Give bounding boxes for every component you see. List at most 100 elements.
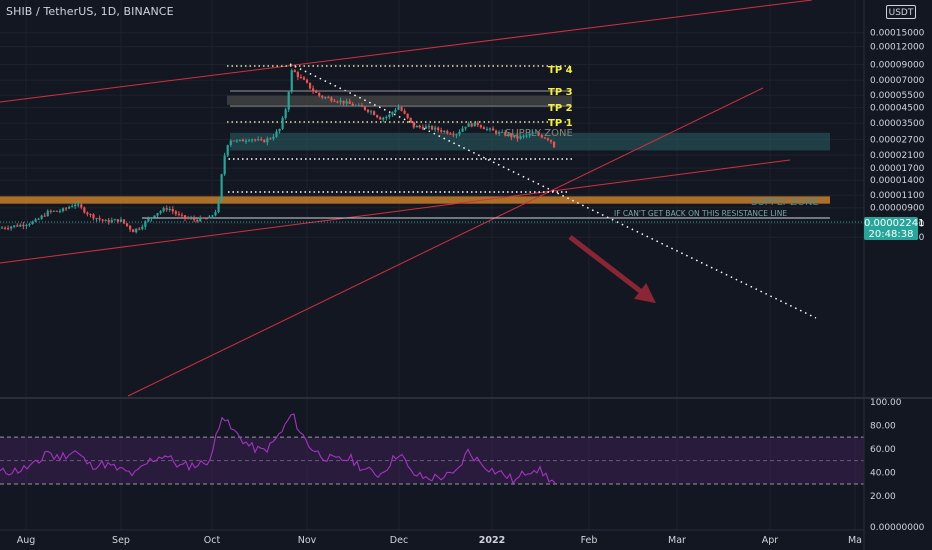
candle-body bbox=[174, 211, 177, 214]
price-tick-label: 0.00001100 bbox=[870, 191, 925, 201]
candle-body bbox=[427, 126, 431, 128]
candle-body bbox=[476, 122, 479, 126]
time-tick-label: 2022 bbox=[479, 535, 505, 546]
candle-body bbox=[49, 210, 52, 212]
time-tick-label: Apr bbox=[762, 535, 779, 546]
candle-body bbox=[257, 139, 260, 141]
candle-body bbox=[437, 127, 440, 131]
candle-body bbox=[354, 105, 357, 107]
trendline-upper-channel bbox=[0, 0, 813, 103]
candle-body bbox=[281, 117, 284, 129]
tp1-label: TP 1 bbox=[548, 118, 573, 129]
candle-body bbox=[424, 126, 428, 129]
candle-body bbox=[25, 225, 28, 227]
candle-body bbox=[202, 217, 205, 219]
candle-body bbox=[55, 210, 58, 212]
price-axis-labels[interactable]: 0.00015000 0.00012000 0.00009000 0.00007000… bbox=[870, 29, 925, 243]
candle-body bbox=[28, 224, 31, 226]
last-price-value: 0.00002241 bbox=[864, 218, 925, 229]
candle-body bbox=[284, 109, 287, 118]
candle-body bbox=[345, 101, 348, 104]
price-tick-label: 0.00000900 bbox=[870, 204, 925, 214]
candle-body bbox=[351, 103, 354, 106]
candle-body bbox=[116, 219, 119, 222]
candle-body bbox=[415, 126, 418, 128]
candle-body bbox=[507, 133, 510, 136]
candle-body bbox=[510, 133, 513, 138]
candle-body bbox=[263, 139, 266, 143]
trendline-descending-resistance bbox=[289, 63, 817, 319]
candle-body bbox=[458, 131, 461, 135]
candle-body bbox=[467, 123, 470, 127]
candle-body bbox=[485, 128, 489, 130]
candle-body bbox=[278, 128, 281, 132]
price-tick-label: 0.00001700 bbox=[870, 164, 925, 174]
candle-body bbox=[171, 209, 174, 212]
candle-body bbox=[98, 218, 101, 220]
candle-body bbox=[7, 228, 10, 230]
candle-body bbox=[336, 101, 339, 103]
candle-body bbox=[71, 206, 74, 208]
candle-body bbox=[403, 110, 406, 114]
candle-body bbox=[299, 77, 302, 79]
candle-body bbox=[92, 214, 95, 219]
candle-body bbox=[13, 225, 16, 227]
candle-body bbox=[247, 140, 251, 142]
candlestick-series bbox=[0, 68, 556, 234]
candle-body bbox=[440, 130, 443, 132]
candle-body bbox=[293, 70, 296, 73]
candle-body bbox=[357, 105, 360, 107]
time-axis-labels[interactable]: Aug Sep Oct Nov Dec 2022 Feb Mar Apr Ma bbox=[17, 535, 862, 546]
candle-body bbox=[113, 219, 116, 221]
time-tick-label: Nov bbox=[298, 535, 317, 546]
candle-body bbox=[327, 97, 330, 99]
candle-body bbox=[80, 204, 83, 208]
candle-body bbox=[110, 220, 113, 223]
supply-zone-lower bbox=[230, 132, 830, 151]
candle-body bbox=[132, 229, 135, 233]
candle-body bbox=[37, 218, 40, 220]
candle-body bbox=[501, 131, 504, 133]
candle-body bbox=[52, 210, 55, 212]
candle-body bbox=[522, 135, 525, 137]
candle-body bbox=[296, 72, 299, 78]
candle-body bbox=[406, 113, 409, 118]
candle-body bbox=[135, 228, 138, 233]
candle-body bbox=[244, 140, 248, 142]
symbol-title[interactable]: SHIB / TetherUS, 1D, BINANCE bbox=[6, 5, 174, 18]
candle-body bbox=[321, 95, 324, 98]
candle-body bbox=[153, 215, 156, 218]
candle-body bbox=[241, 139, 245, 142]
candle-body bbox=[220, 174, 223, 202]
candle-body bbox=[552, 141, 556, 148]
supply-zone-lower-label: SUPPLY ZONE bbox=[751, 197, 819, 208]
candle-body bbox=[74, 204, 77, 207]
time-tick-label: Aug bbox=[17, 535, 36, 546]
time-tick-label: Mar bbox=[668, 535, 686, 546]
candle-body bbox=[83, 207, 86, 213]
price-tick-label: 0.00009000 bbox=[870, 61, 925, 71]
candle-body bbox=[156, 213, 159, 216]
candle-body bbox=[376, 115, 379, 118]
candle-body bbox=[379, 117, 382, 120]
candle-body bbox=[519, 136, 522, 139]
candle-body bbox=[19, 224, 22, 227]
candle-body bbox=[251, 139, 254, 141]
candle-body bbox=[479, 125, 482, 128]
candle-body bbox=[482, 127, 485, 130]
candle-body bbox=[525, 135, 528, 137]
price-tick-label: 0.00002100 bbox=[870, 151, 925, 161]
candle-body bbox=[168, 209, 171, 211]
rsi-axis-labels[interactable]: 100.00 80.00 60.00 40.00 20.00 bbox=[870, 398, 902, 502]
candle-body bbox=[418, 126, 421, 128]
candle-body bbox=[495, 130, 498, 134]
candle-body bbox=[180, 214, 184, 216]
candle-body bbox=[238, 139, 241, 141]
rsi-zero-label: 0.00000000 bbox=[870, 523, 925, 533]
candle-body bbox=[186, 217, 190, 219]
time-tick-label: Ma bbox=[848, 535, 862, 546]
currency-button[interactable]: USDT bbox=[886, 5, 916, 19]
candle-body bbox=[400, 107, 403, 111]
trendline-lower-channel bbox=[0, 159, 791, 264]
